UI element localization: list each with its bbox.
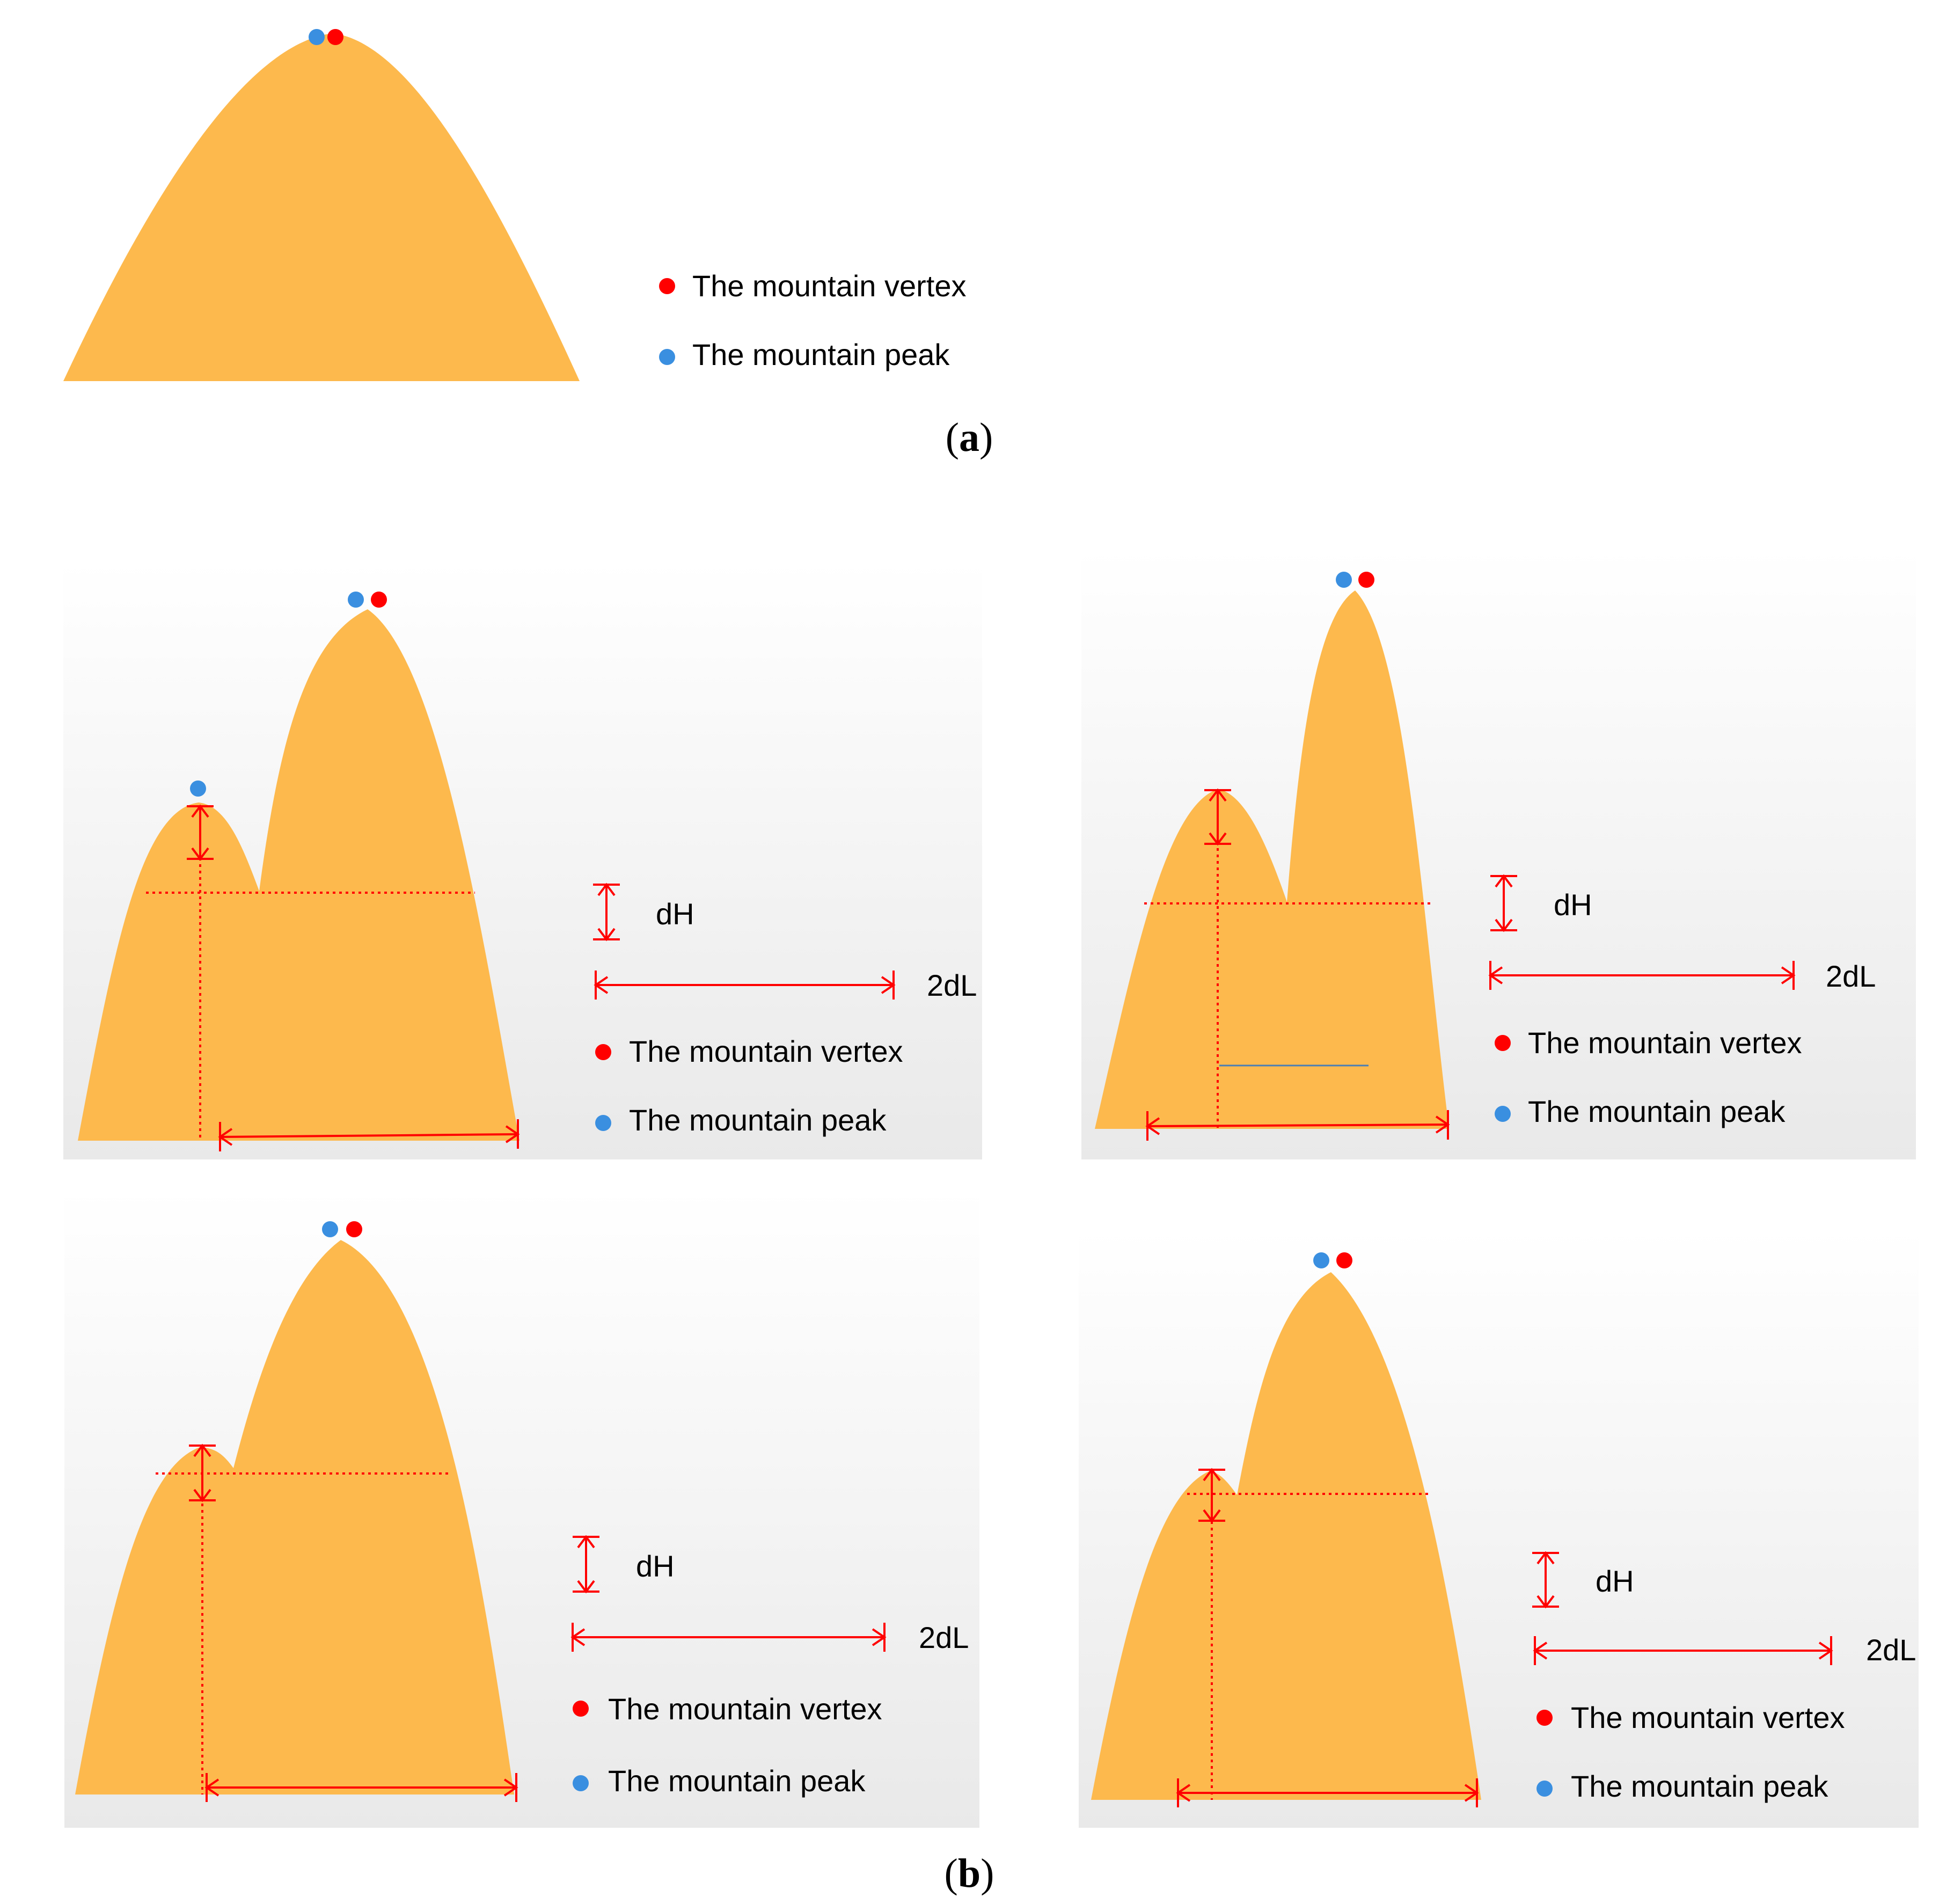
- dL-marker-b4: [1176, 1778, 1479, 1807]
- peak-dot-b2: [1336, 572, 1352, 588]
- legend-dH-label-b1: dH: [656, 897, 694, 931]
- legend-dH-b1: dH: [593, 882, 694, 942]
- legend-dH-b3: dH: [573, 1535, 675, 1594]
- peak-dot-a: [309, 29, 325, 45]
- peak-dot-b1: [348, 592, 364, 608]
- legend-2dL-label-b4: 2dL: [1866, 1633, 1916, 1667]
- legend-2dL-b2: 2dL: [1488, 959, 1876, 993]
- legend-vertex-label-a: The mountain vertex: [692, 269, 966, 303]
- dL-marker-b3: [204, 1773, 518, 1802]
- legend-peak-label-b4: The mountain peak: [1571, 1769, 1828, 1803]
- legend-vertex-label-b4: The mountain vertex: [1571, 1701, 1845, 1734]
- legend-vertex-label-b1: The mountain vertex: [629, 1034, 903, 1068]
- mountain-b1: [78, 609, 519, 1141]
- legend-dH-label-b3: dH: [636, 1549, 675, 1583]
- legend-2dL-b3: 2dL: [570, 1621, 969, 1654]
- vertex-dot-b2: [1358, 572, 1374, 588]
- legend-dH-b4: dH: [1532, 1551, 1634, 1609]
- legend-vertex-dot-b4: [1536, 1710, 1553, 1726]
- legend-peak-label-b2: The mountain peak: [1528, 1095, 1786, 1128]
- mountain-b2: [1095, 590, 1449, 1129]
- legend-vertex-label-b2: The mountain vertex: [1528, 1026, 1802, 1060]
- legend-vertex-dot-b3: [573, 1701, 589, 1717]
- panel-b1: dH 2dL The mountain vertex The mountain …: [63, 561, 982, 1159]
- dL-marker-b1: [218, 1119, 520, 1151]
- legend-dH-label-b2: dH: [1554, 888, 1592, 922]
- legend-vertex-dot-b2: [1495, 1035, 1511, 1051]
- legend-vertex-dot-b1: [595, 1044, 611, 1060]
- mountain-b4: [1091, 1272, 1481, 1800]
- legend-peak-label-b3: The mountain peak: [608, 1764, 866, 1798]
- legend-peak-dot-a: [659, 349, 675, 365]
- peak-dot-b4: [1313, 1252, 1329, 1268]
- vertex-dot-b4: [1336, 1252, 1352, 1268]
- legend-2dL-label-b1: 2dL: [927, 968, 977, 1002]
- caption-b: (b): [945, 1851, 994, 1896]
- legend-peak-dot-b3: [573, 1775, 589, 1791]
- legend-2dL-b1: 2dL: [594, 968, 977, 1002]
- legend-vertex-label-b3: The mountain vertex: [608, 1692, 882, 1726]
- legend-2dL-label-b3: 2dL: [919, 1621, 969, 1654]
- dL-marker-b2: [1145, 1110, 1450, 1141]
- secondary-peak-dot-b1: [190, 780, 206, 797]
- legend-peak-dot-b2: [1495, 1106, 1511, 1122]
- peak-dot-b3: [322, 1221, 338, 1237]
- mountain-a: [63, 33, 580, 381]
- vertex-dot-b3: [346, 1221, 362, 1237]
- legend-2dL-b4: 2dL: [1533, 1633, 1916, 1667]
- legend-dH-label-b4: dH: [1596, 1564, 1634, 1598]
- legend-vertex-dot-a: [659, 278, 675, 294]
- legend-peak-label-a: The mountain peak: [692, 338, 950, 371]
- legend-peak-dot-b1: [595, 1115, 611, 1131]
- panel-b3: dH 2dL The mountain vertex The mountain …: [64, 1189, 979, 1828]
- legend-2dL-label-b2: 2dL: [1826, 959, 1876, 993]
- caption-a: (a): [946, 415, 993, 460]
- legend-peak-label-b1: The mountain peak: [629, 1103, 887, 1137]
- legend-peak-dot-b4: [1536, 1781, 1553, 1797]
- panel-b2: dH 2dL The mountain vertex The mountain …: [1081, 549, 1916, 1159]
- vertex-dot-b1: [371, 592, 387, 608]
- vertex-dot-a: [327, 29, 343, 45]
- legend-dH-b2: dH: [1490, 874, 1592, 932]
- mountain-b3: [75, 1240, 514, 1794]
- panel-a: The mountain vertex The mountain peak (a…: [63, 29, 993, 460]
- panel-b4: dH 2dL The mountain vertex The mountain …: [1079, 1229, 1919, 1828]
